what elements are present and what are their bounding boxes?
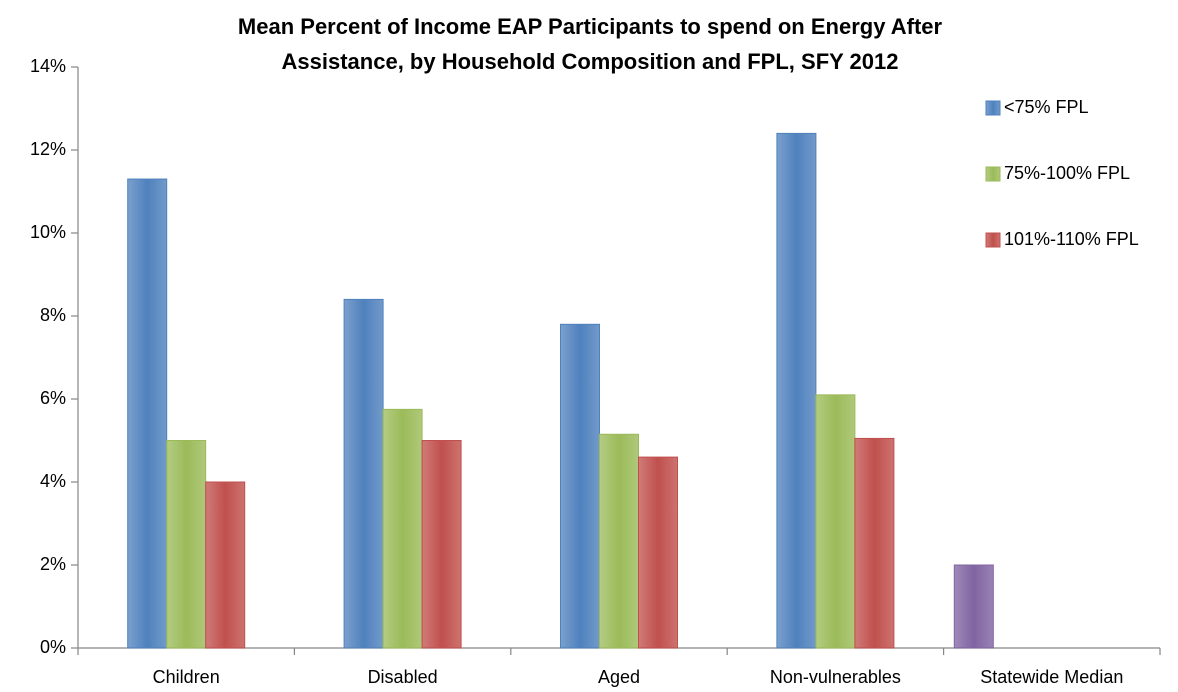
chart-title: Assistance, by Household Composition and… <box>282 49 899 74</box>
bar <box>854 437 895 649</box>
bar <box>421 440 462 649</box>
bar <box>815 394 856 649</box>
legend-swatch <box>985 232 1001 248</box>
bar <box>205 481 246 649</box>
legend-swatch <box>985 100 1001 116</box>
bar <box>127 178 168 649</box>
y-tick-label: 6% <box>40 388 66 408</box>
legend-label: 101%-110% FPL <box>1004 229 1139 249</box>
bar <box>560 323 600 649</box>
legend-label: 75%-100% FPL <box>1004 163 1130 183</box>
y-tick-label: 10% <box>30 222 66 242</box>
bar <box>599 433 639 649</box>
x-tick-label: Aged <box>598 667 640 687</box>
bar <box>343 298 384 649</box>
x-tick-label: Non-vulnerables <box>770 667 901 687</box>
y-tick-label: 0% <box>40 637 66 657</box>
x-tick-label: Children <box>153 667 220 687</box>
bar <box>382 408 423 649</box>
chart-title: Mean Percent of Income EAP Participants … <box>238 14 943 39</box>
y-tick-label: 12% <box>30 139 66 159</box>
bar <box>166 440 207 649</box>
y-tick-label: 8% <box>40 305 66 325</box>
bar <box>638 456 678 649</box>
x-tick-label: Statewide Median <box>980 667 1123 687</box>
y-tick-label: 2% <box>40 554 66 574</box>
x-tick-label: Disabled <box>368 667 438 687</box>
bar <box>776 132 817 649</box>
y-tick-label: 4% <box>40 471 66 491</box>
bar <box>953 564 994 649</box>
legend-swatch <box>985 166 1001 182</box>
legend-label: <75% FPL <box>1004 97 1089 117</box>
y-tick-label: 14% <box>30 56 66 76</box>
